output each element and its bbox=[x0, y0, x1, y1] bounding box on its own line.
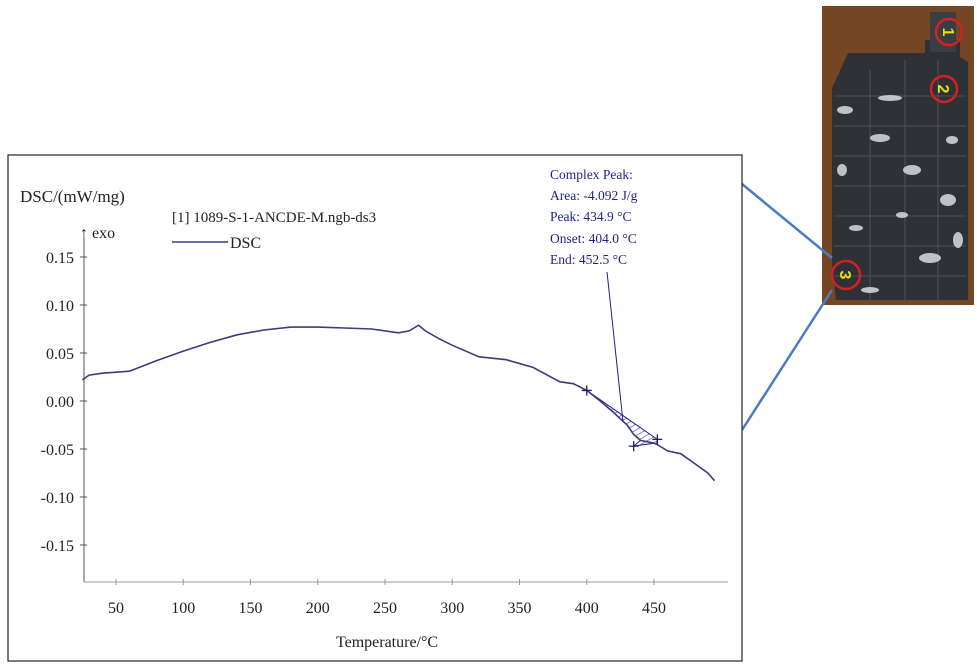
marker-label-2: 2 bbox=[934, 85, 951, 94]
y-tick-label: 0.05 bbox=[46, 346, 74, 363]
x-tick-label: 400 bbox=[575, 600, 599, 617]
legend: DSC bbox=[172, 235, 261, 252]
y-axis-label: DSC/(mW/mg) bbox=[20, 187, 125, 206]
y-tick-label: -0.05 bbox=[41, 442, 74, 459]
chart-frame bbox=[7, 154, 743, 662]
connector-line-top bbox=[741, 183, 833, 259]
annotation-end: End: 452.5 °C bbox=[550, 252, 627, 267]
annotation-title: Complex Peak: bbox=[550, 167, 633, 182]
onset-marker bbox=[581, 385, 592, 396]
marker-circle-3 bbox=[830, 259, 862, 291]
x-tick-label: 200 bbox=[306, 600, 330, 617]
x-tick-label: 50 bbox=[108, 600, 124, 617]
y-tick-label: 0.00 bbox=[46, 394, 74, 411]
dsc-series-line bbox=[81, 324, 716, 482]
peak-marker bbox=[628, 441, 639, 452]
y-tick-label: 0.15 bbox=[46, 250, 74, 267]
file-label: [1] 1089-S-1-ANCDE-M.ngb-ds3 bbox=[172, 210, 376, 226]
x-tick-label: 450 bbox=[642, 600, 666, 617]
x-ticks: 50 100 150 200 250 300 350 400 450 bbox=[108, 579, 666, 617]
x-tick-label: 150 bbox=[239, 600, 263, 617]
marker-circle-1 bbox=[934, 17, 964, 47]
annotation-peak: Peak: 434.9 °C bbox=[550, 209, 632, 224]
peak-markers bbox=[581, 385, 663, 452]
plate-white-deposits bbox=[837, 95, 963, 293]
x-tick-label: 350 bbox=[508, 600, 532, 617]
sample-plate bbox=[832, 40, 968, 300]
sample-photo: 1 2 3 bbox=[822, 6, 974, 305]
x-tick-label: 250 bbox=[373, 600, 397, 617]
annotation-area: Area: -4.092 J/g bbox=[550, 188, 638, 203]
annotation-onset: Onset: 404.0 °C bbox=[550, 231, 637, 246]
y-tick-label: -0.10 bbox=[41, 490, 74, 507]
connector-line-bottom bbox=[740, 289, 834, 431]
y-tick-label: 0.10 bbox=[46, 298, 74, 315]
x-axis-label: Temperature/°C bbox=[336, 634, 438, 651]
peak-annotation: Complex Peak: Area: -4.092 J/g Peak: 434… bbox=[550, 167, 638, 267]
x-tick-label: 100 bbox=[171, 600, 195, 617]
x-tick-label: 300 bbox=[440, 600, 464, 617]
marker-label-3: 3 bbox=[836, 271, 853, 280]
end-marker bbox=[652, 434, 663, 445]
marker-circle-2 bbox=[929, 74, 959, 104]
legend-label: DSC bbox=[230, 235, 261, 252]
dsc-chart: 0.15 0.10 0.05 0.00 -0.05 -0.10 -0.15 50 100 150… bbox=[20, 167, 728, 651]
annotation-leader-line bbox=[606, 271, 624, 423]
exo-indicator: ↑ exo bbox=[80, 225, 115, 242]
photo-markers: 1 2 3 bbox=[830, 17, 964, 291]
y-ticks: 0.15 0.10 0.05 0.00 -0.05 -0.10 -0.15 bbox=[41, 250, 87, 555]
marker-label-1: 1 bbox=[939, 28, 956, 37]
y-tick-label: -0.15 bbox=[41, 538, 74, 555]
